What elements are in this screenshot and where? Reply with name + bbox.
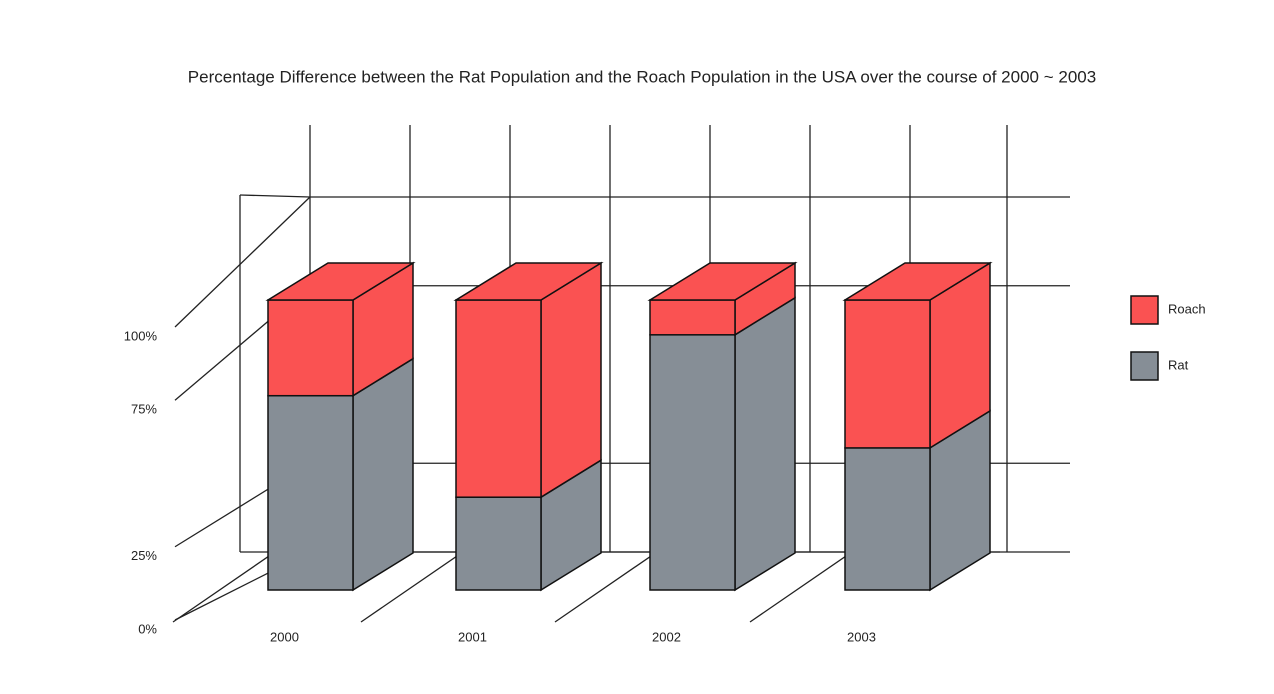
chart-title: Percentage Difference between the Rat Po… <box>188 67 1096 86</box>
legend-swatch <box>1130 351 1159 381</box>
bar <box>844 447 931 591</box>
legend-label: Roach <box>1168 301 1206 316</box>
bar-side <box>734 296 796 592</box>
bar <box>267 394 354 591</box>
y-tick-label: 75% <box>131 402 157 417</box>
bar-side <box>540 261 602 499</box>
grid-line <box>174 196 311 328</box>
wall-edge <box>239 194 311 198</box>
y-tick-label: 100% <box>124 328 158 343</box>
x-tick-label: 2002 <box>652 629 681 644</box>
legend-swatch <box>1130 295 1159 325</box>
bar <box>267 299 354 397</box>
bar <box>455 496 542 591</box>
bar <box>649 334 736 591</box>
bar-top <box>265 262 416 301</box>
bar <box>455 299 542 498</box>
x-tick-label: 2003 <box>847 629 876 644</box>
bar <box>649 299 736 336</box>
x-tick-label: 2001 <box>458 629 487 644</box>
y-tick-label: 0% <box>138 621 157 636</box>
bar-top <box>647 262 798 301</box>
x-tick-label: 2000 <box>270 629 299 644</box>
bar-top <box>842 262 993 301</box>
bar-side <box>352 357 414 592</box>
y-tick-label: 25% <box>131 548 157 563</box>
bar <box>844 299 931 449</box>
bar-top <box>453 262 604 301</box>
legend-label: Rat <box>1168 357 1189 372</box>
